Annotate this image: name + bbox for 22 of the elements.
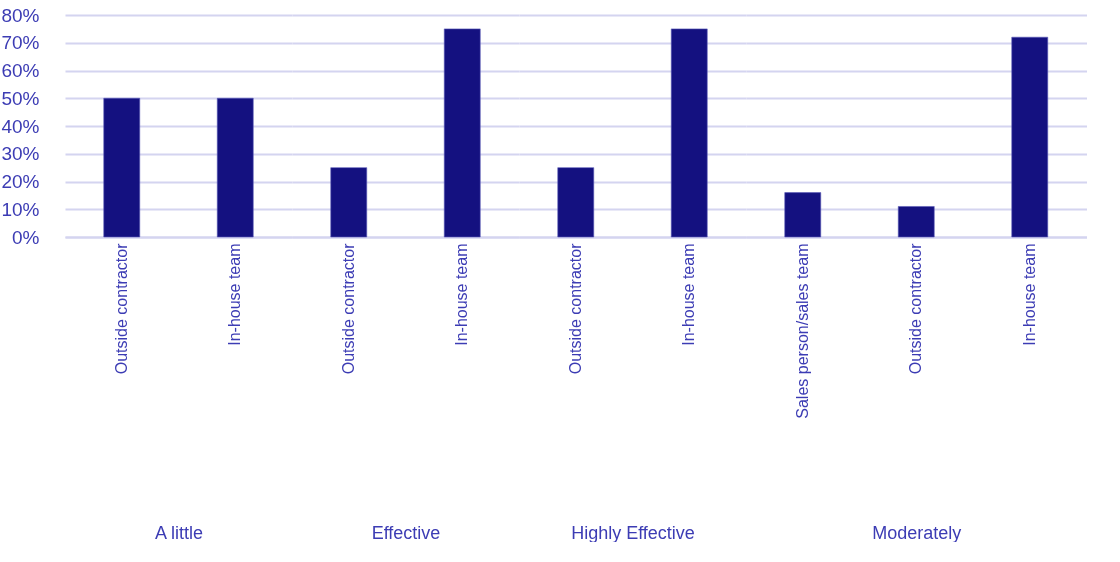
x-tick-label: Outside contractor: [339, 242, 357, 375]
y-tick-label: 30%: [1, 143, 40, 165]
y-tick-label: 80%: [1, 4, 40, 26]
x-tick-label: In-house team: [680, 243, 698, 346]
x-tick-label: In-house team: [226, 243, 244, 346]
y-tick-label: 40%: [1, 115, 40, 137]
x-tick-label: In-house team: [1020, 243, 1038, 346]
x-tick-label: Outside contractor: [112, 242, 130, 375]
y-tick-label: 70%: [1, 32, 40, 54]
x-tick-label: In-house team: [453, 243, 471, 346]
y-tick-label: 60%: [1, 60, 40, 81]
x-axis-title: Highly Effective: [571, 522, 695, 543]
y-tick-label: 20%: [1, 171, 40, 192]
y-tick-label: 0%: [12, 226, 40, 248]
x-tick-label: Sales person/sales team: [793, 243, 811, 419]
x-tick-label: Outside contractor: [907, 242, 925, 375]
y-tick-label: 50%: [1, 87, 40, 109]
y-tick-label: 10%: [1, 198, 40, 220]
x-axis-title: A little: [154, 522, 204, 543]
x-tick-label: Outside contractor: [566, 242, 584, 375]
x-axis-title: Moderately: [872, 522, 962, 543]
x-axis-title: Effective: [371, 522, 441, 543]
